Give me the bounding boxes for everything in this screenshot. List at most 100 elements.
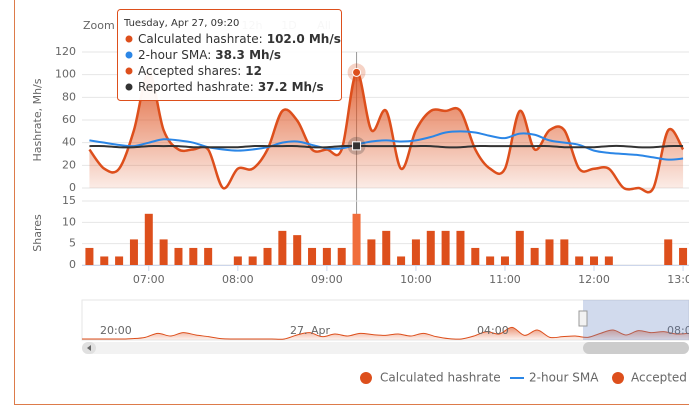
bar (263, 247, 272, 265)
bar (679, 247, 688, 265)
y-tick-label: 0 (69, 258, 76, 271)
tooltip-name: 2-hour SMA: (138, 48, 211, 62)
bar (337, 247, 346, 265)
scrollbar-thumb[interactable] (583, 342, 689, 354)
x-tick-label: 09:00 (311, 273, 343, 286)
legend-item[interactable]: Accepted shares (631, 371, 689, 385)
bar (590, 256, 599, 265)
x-tick-label: 13:00 (667, 273, 689, 286)
navigator-label: 08:00 (667, 324, 689, 337)
tooltip-box (117, 9, 342, 101)
navigator-line (82, 326, 689, 340)
tooltip-name: Reported hashrate: (138, 80, 254, 94)
bar (367, 239, 376, 265)
line (89, 144, 684, 149)
tooltip-header: Tuesday, Apr 27, 09:20 (123, 18, 239, 29)
x-tick-label: 12:00 (578, 273, 610, 286)
tooltip-row: Accepted shares: 12 (138, 64, 262, 78)
tooltip: Tuesday, Apr 27, 09:20 Calculated hashrat… (117, 9, 342, 101)
bar (471, 247, 480, 265)
bar (159, 239, 168, 265)
tooltip-row: 2-hour SMA: 38.3 Mh/s (138, 48, 281, 62)
x-tick-label: 11:00 (489, 273, 521, 286)
y-tick-label: 40 (62, 136, 76, 149)
tooltip-row: Reported hashrate: 37.2 Mh/s (138, 80, 324, 94)
y-axis-title: Shares (31, 214, 44, 252)
tooltip-row: Calculated hashrate: 102.0 Mh/s (138, 32, 341, 46)
bar (515, 230, 524, 265)
y-tick-label: 10 (62, 215, 76, 228)
hover-marker (352, 67, 362, 77)
x-tick-label: 08:00 (222, 273, 254, 286)
area-line (88, 71, 685, 194)
bar (129, 239, 138, 265)
bar (382, 230, 391, 265)
bar (322, 247, 331, 265)
tooltip-dot (125, 35, 133, 43)
tooltip-value: 102.0 Mh/s (267, 32, 341, 46)
bar (174, 247, 183, 265)
frame (14, 0, 689, 405)
bar (426, 230, 435, 265)
x-tick-label: 07:00 (133, 273, 165, 286)
bar (248, 256, 257, 265)
y-tick-label: 120 (55, 45, 76, 58)
tooltip-value: 12 (245, 64, 262, 78)
bar (115, 256, 124, 265)
bar (545, 239, 554, 265)
bar (530, 247, 539, 265)
bar (293, 235, 302, 265)
bar (500, 256, 509, 265)
tooltip-dot (125, 51, 133, 59)
navigator-label: 04:00 (477, 324, 509, 337)
navigator-label: 27. Apr (290, 324, 330, 337)
bar (85, 247, 94, 265)
zoom-label: Zoom (83, 19, 115, 32)
bar (144, 213, 153, 265)
y-tick-label: 0 (69, 181, 76, 194)
bar (604, 256, 613, 265)
tooltip-name: Accepted shares: (138, 64, 241, 78)
bar (560, 239, 569, 265)
y-tick-label: 100 (55, 68, 76, 81)
y-axis-title: Hashrate, Mh/s (31, 78, 44, 161)
bar (441, 230, 450, 265)
y-tick-label: 60 (62, 113, 76, 126)
scroll-arrow (87, 345, 91, 351)
navigator-selection[interactable] (583, 300, 689, 340)
tooltip-dot (125, 67, 133, 75)
bar (456, 230, 465, 265)
legend-symbol (612, 372, 624, 384)
tooltip-value: 38.3 Mh/s (215, 48, 281, 62)
bar (204, 247, 213, 265)
legend-item[interactable]: Calculated hashrate (380, 371, 501, 385)
bar (664, 239, 673, 265)
bar (278, 230, 287, 265)
scrollbar-track[interactable] (82, 342, 689, 354)
y-tick-label: 15 (62, 194, 76, 207)
tooltip-dot (125, 83, 133, 91)
bar (411, 239, 420, 265)
tooltip-name: Calculated hashrate: (138, 32, 263, 46)
legend-item[interactable]: 2-hour SMA (529, 371, 599, 385)
y-tick-label: 20 (62, 158, 76, 171)
bar (486, 256, 495, 265)
bar (352, 213, 361, 265)
bar (100, 256, 109, 265)
area (89, 72, 684, 193)
y-tick-label: 80 (62, 90, 76, 103)
x-tick-label: 10:00 (400, 273, 432, 286)
tooltip-value: 37.2 Mh/s (258, 80, 324, 94)
bar (189, 247, 198, 265)
bar (308, 247, 317, 265)
y-tick-label: 5 (69, 237, 76, 250)
navigator-handle[interactable] (578, 310, 588, 327)
bar (575, 256, 584, 265)
hover-marker (352, 141, 362, 151)
bar (233, 256, 242, 265)
legend-symbol (360, 372, 372, 384)
bar (397, 256, 406, 265)
plot-area: 0 20 40 60 80 100 120 Hashrate, Mh/s 0 5 10 15 Share… (31, 45, 689, 385)
